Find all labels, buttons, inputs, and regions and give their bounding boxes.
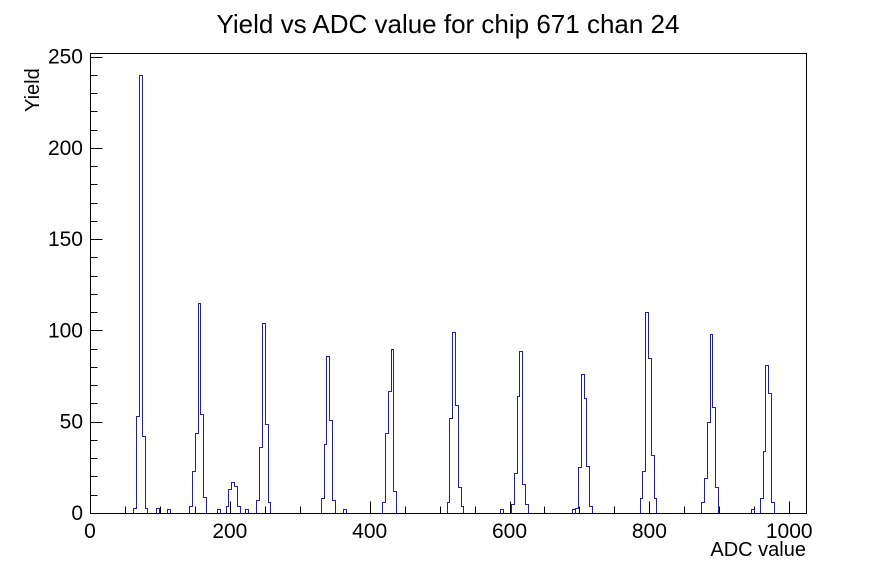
x-tick-label: 800 [632, 520, 667, 543]
plot-frame [90, 53, 807, 514]
histogram-cluster [255, 322, 272, 514]
histogram-cluster [510, 350, 530, 514]
y-tick-label: 100 [48, 319, 83, 342]
x-axis-title: ADC value [710, 539, 806, 561]
chart-title: Yield vs ADC value for chip 671 chan 24 [216, 9, 680, 39]
histogram-cluster [155, 507, 161, 514]
x-tick-label: 200 [212, 520, 247, 543]
histogram-cluster [639, 311, 658, 514]
histogram-cluster [188, 302, 208, 514]
x-tick-label: 400 [352, 520, 387, 543]
histogram-cluster [132, 74, 149, 514]
x-tick-label: 0 [84, 520, 96, 543]
y-tick-label: 200 [48, 137, 83, 160]
histogram-cluster [342, 508, 348, 514]
histogram-cluster [225, 481, 242, 514]
y-tick-label: 250 [48, 46, 83, 69]
histogram-cluster [750, 508, 756, 514]
y-tick-label: 0 [71, 502, 83, 525]
histogram-cluster [446, 331, 465, 514]
y-tick-label: 150 [48, 228, 83, 251]
histogram-cluster [166, 508, 172, 514]
histogram-cluster [216, 508, 222, 514]
histogram-cluster [499, 508, 505, 514]
histogram-cluster [574, 373, 594, 514]
histogram-cluster [320, 355, 337, 514]
x-tick-label: 600 [492, 520, 527, 543]
histogram-cluster [759, 364, 776, 514]
histogram-cluster [381, 348, 398, 514]
histogram-cluster [700, 333, 720, 514]
x-tick-label: 1000 [766, 520, 813, 543]
histogram-cluster [244, 508, 250, 514]
y-tick-label: 50 [60, 411, 83, 434]
